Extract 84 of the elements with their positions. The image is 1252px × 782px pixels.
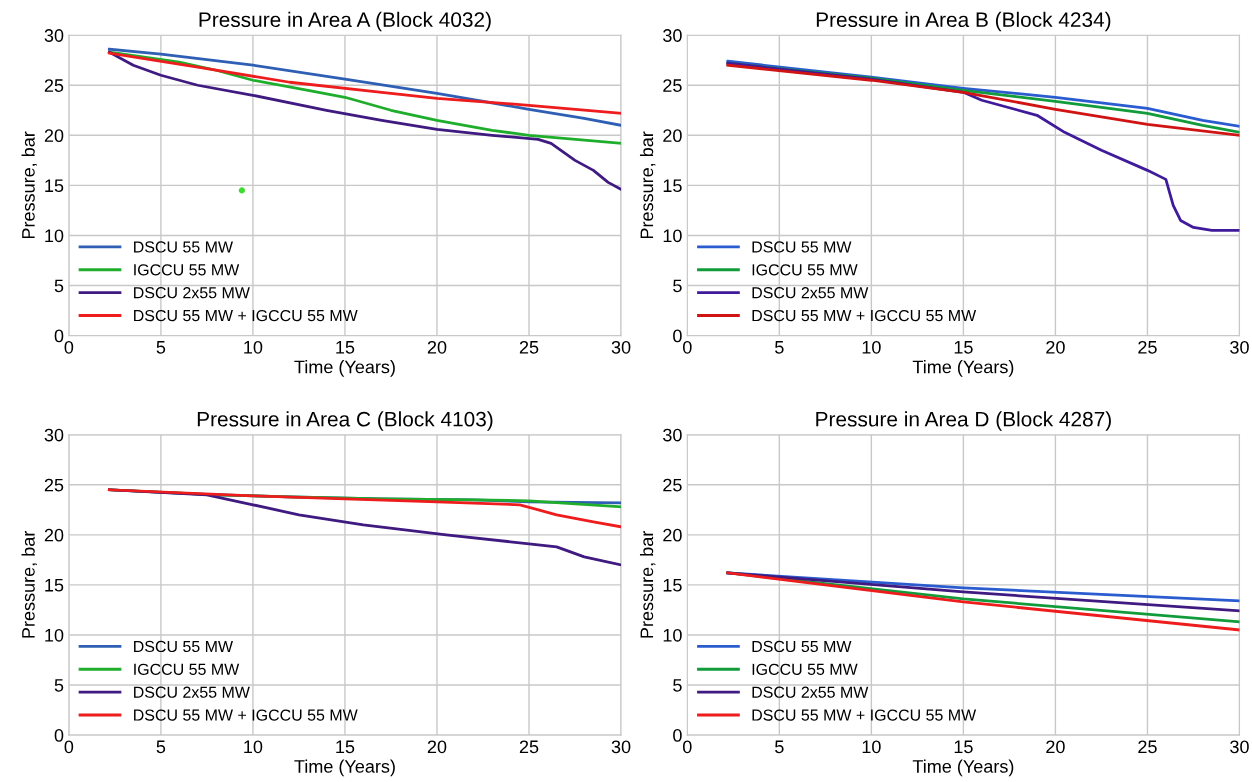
y-tick-label: 30: [44, 29, 64, 42]
legend-label: DSCU 55 MW + IGCCU 55 MW: [134, 709, 358, 721]
y-axis-title: Pressure, bar: [21, 131, 37, 239]
x-tick-label: 0: [64, 340, 74, 354]
y-tick-label: 10: [45, 229, 64, 243]
legend-label: DSCU 2x55 MW: [134, 287, 250, 299]
y-tick-label: 15: [45, 179, 64, 193]
y-tick-label: 0: [54, 729, 64, 742]
x-tick-label: 15: [336, 341, 355, 354]
y-axis-title: Pressure, bar: [21, 531, 37, 638]
x-tick-label: 30: [611, 740, 631, 754]
y-tick-label: 10: [45, 628, 64, 642]
y-tick-label: 30: [44, 428, 64, 442]
x-tick-label: 5: [156, 740, 166, 754]
x-tick-label: 30: [611, 340, 631, 354]
x-tick-label: 20: [1046, 340, 1065, 354]
chart-title: Pressure in Area D (Block 4287): [816, 411, 1111, 431]
x-tick-label: 20: [1046, 740, 1065, 754]
legend-label: DSCU 2x55 MW: [752, 686, 869, 698]
y-tick-label: 15: [663, 179, 682, 193]
x-tick-label: 0: [682, 340, 692, 354]
y-tick-label: 20: [44, 528, 64, 542]
y-tick-label: 25: [44, 79, 64, 92]
legend-label: DSCU 55 MW: [134, 241, 233, 253]
y-tick-label: 0: [673, 329, 682, 343]
x-tick-label: 0: [682, 740, 692, 754]
y-axis-title: Pressure, bar: [639, 131, 656, 239]
legend-label: DSCU 55 MW: [752, 241, 852, 253]
legend-label: DSCU 55 MW + IGCCU 55 MW: [134, 309, 358, 322]
legend-label: DSCU 55 MW: [752, 640, 852, 653]
y-tick-label: 25: [663, 79, 682, 92]
y-tick-label: 0: [673, 729, 682, 742]
y-tick-label: 25: [44, 478, 64, 492]
x-tick-label: 15: [954, 341, 973, 354]
x-tick-label: 15: [954, 740, 973, 754]
y-tick-label: 5: [673, 679, 682, 692]
y-tick-label: 15: [45, 579, 64, 592]
x-tick-label: 25: [1138, 340, 1157, 354]
y-tick-label: 5: [54, 279, 64, 293]
x-tick-label: 20: [427, 740, 447, 754]
y-tick-label: 20: [44, 129, 64, 143]
legend-label: DSCU 55 MW: [134, 640, 233, 653]
x-tick-label: 25: [519, 340, 539, 354]
x-tick-label: 25: [1138, 740, 1157, 754]
x-tick-label: 10: [244, 740, 263, 754]
legend-label: DSCU 2x55 MW: [134, 686, 250, 698]
y-tick-label: 30: [663, 29, 682, 42]
y-tick-label: 0: [54, 329, 64, 343]
x-axis-title: Time (Years): [912, 759, 1014, 777]
y-tick-label: 20: [663, 129, 682, 143]
x-tick-label: 10: [862, 340, 881, 354]
legend-label: DSCU 55 MW + IGCCU 55 MW: [752, 709, 977, 721]
chart-title: Pressure in Area C (Block 4103): [197, 411, 493, 431]
x-tick-label: 5: [156, 341, 166, 354]
y-tick-label: 10: [663, 229, 682, 243]
y-tick-label: 30: [663, 428, 682, 442]
x-tick-label: 10: [244, 340, 263, 354]
y-tick-label: 15: [663, 579, 682, 592]
x-tick-label: 5: [775, 341, 784, 354]
legend-label: DSCU 55 MW + IGCCU 55 MW: [752, 309, 977, 322]
legend-label: IGCCU 55 MW: [134, 663, 240, 675]
x-tick-label: 30: [1230, 340, 1249, 354]
chart-title: Pressure in Area B (Block 4234): [816, 11, 1111, 32]
y-tick-label: 20: [663, 528, 682, 542]
x-axis-title: Time (Years): [912, 360, 1014, 377]
x-tick-label: 5: [775, 740, 784, 754]
x-tick-label: 25: [519, 740, 539, 754]
x-tick-label: 15: [336, 740, 355, 754]
y-tick-label: 25: [663, 478, 682, 492]
legend-label: IGCCU 55 MW: [134, 264, 240, 276]
x-tick-label: 30: [1230, 740, 1249, 754]
legend-label: DSCU 2x55 MW: [752, 287, 869, 299]
y-axis-title: Pressure, bar: [639, 531, 656, 638]
legend-label: IGCCU 55 MW: [752, 663, 858, 675]
y-tick-label: 5: [673, 279, 682, 293]
x-tick-label: 0: [64, 740, 74, 754]
x-axis-title: Time (Years): [294, 360, 395, 377]
y-tick-label: 10: [663, 628, 682, 642]
x-axis-title: Time (Years): [294, 759, 395, 777]
legend-label: IGCCU 55 MW: [752, 264, 858, 276]
x-tick-label: 10: [862, 740, 881, 754]
x-tick-label: 20: [427, 340, 447, 354]
y-tick-label: 5: [54, 679, 64, 692]
chart-title: Pressure in Area A (Block 4032): [199, 11, 491, 32]
